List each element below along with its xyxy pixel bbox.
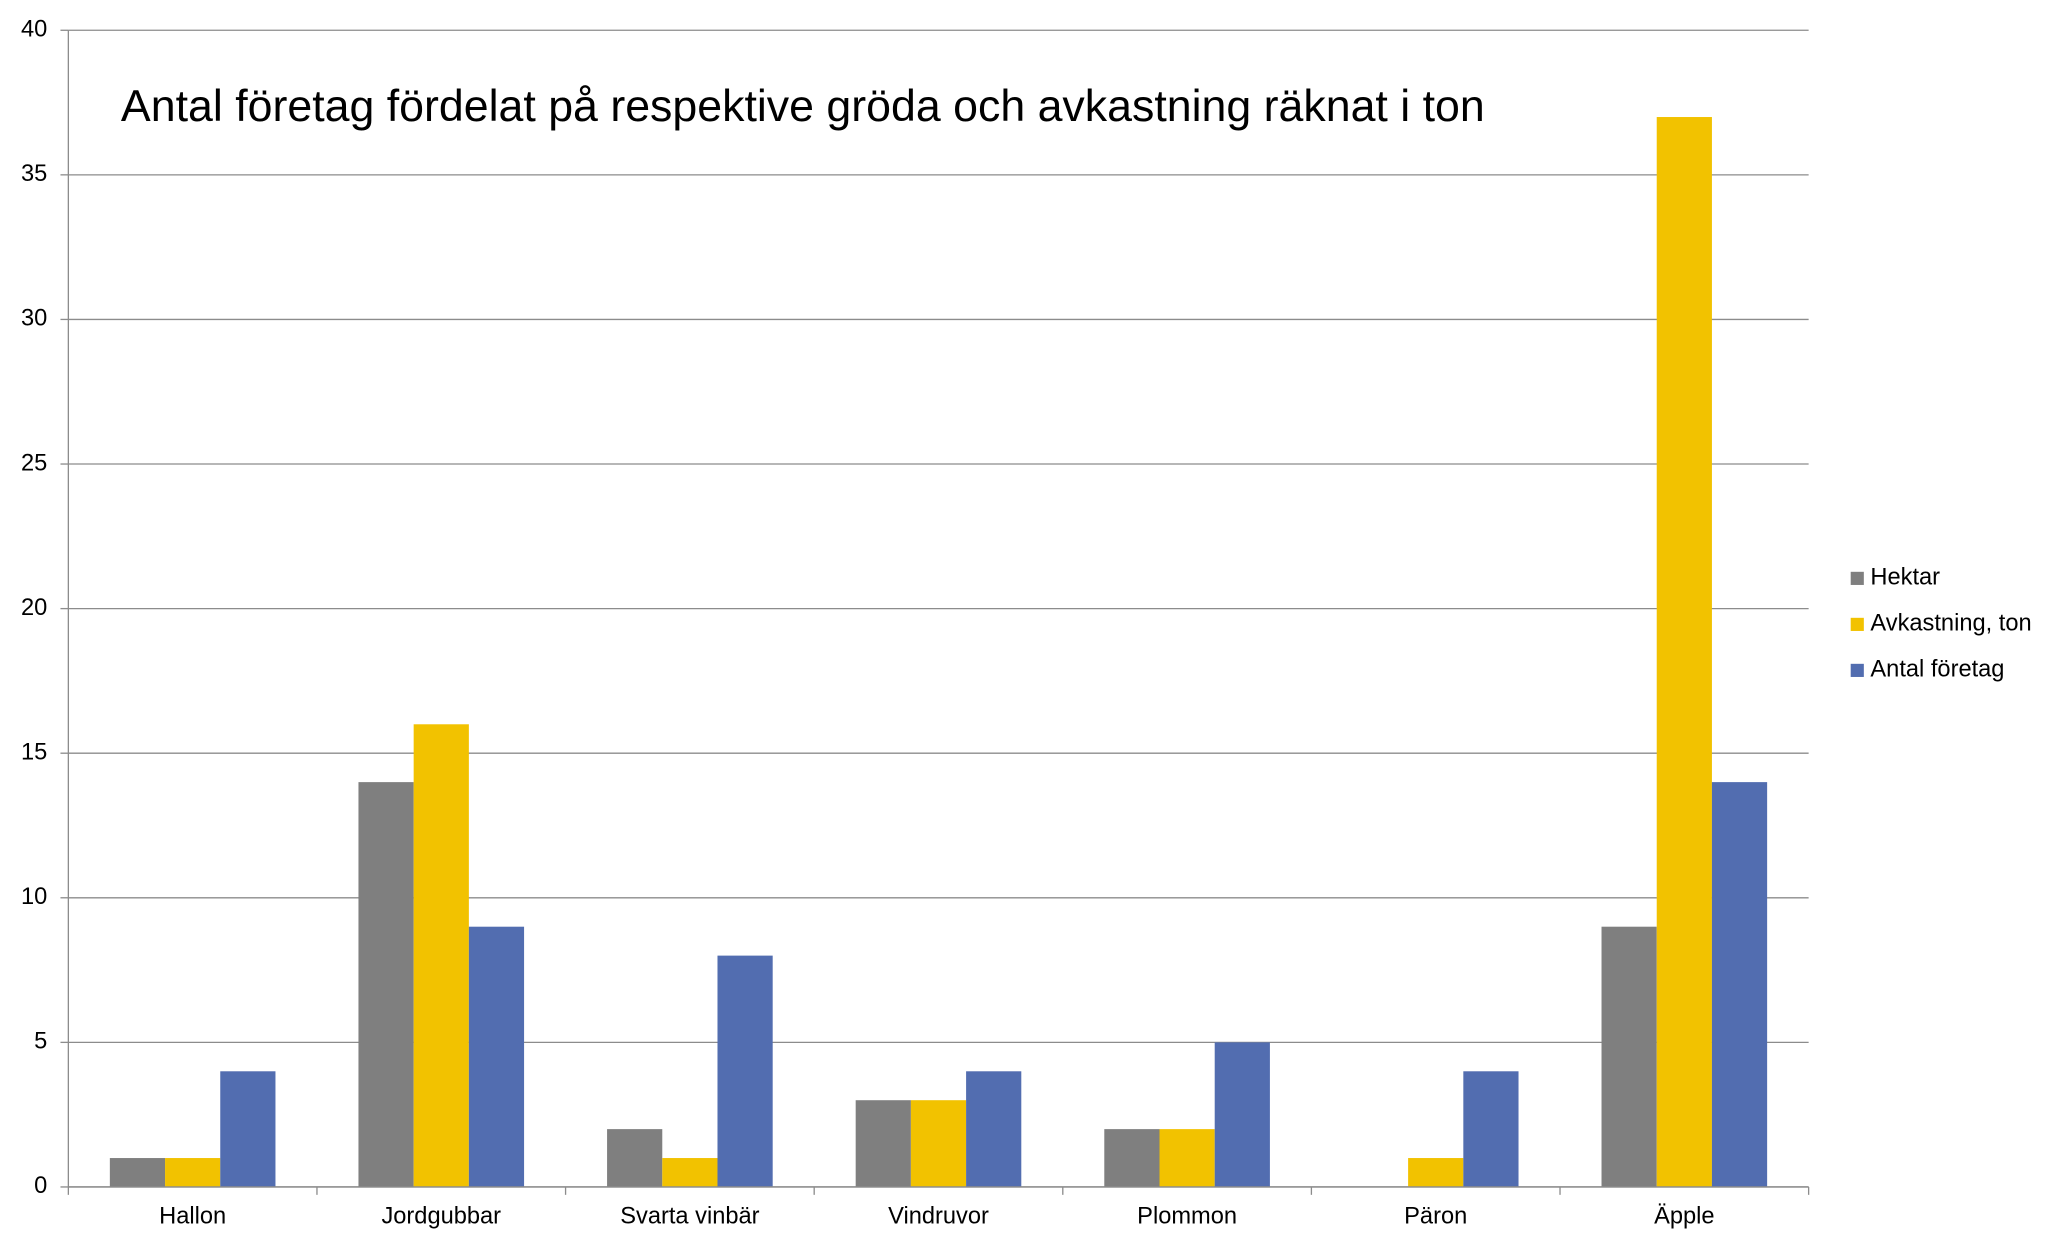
bar — [1463, 1071, 1519, 1187]
legend-swatch — [1850, 617, 1864, 631]
bar — [717, 955, 773, 1187]
bar — [910, 1100, 967, 1187]
x-tick-label: Svarta vinbär — [620, 1203, 759, 1229]
bar — [607, 1129, 663, 1187]
y-tick-label: 25 — [21, 450, 47, 476]
bar — [165, 1158, 221, 1187]
chart-title: Antal företag fördelat på respektive grö… — [121, 82, 1485, 131]
bar — [1656, 117, 1712, 1187]
x-tick-label: Hallon — [159, 1203, 226, 1229]
y-tick-label: 35 — [21, 161, 47, 187]
legend-label: Hektar — [1870, 565, 1940, 591]
bar — [1711, 782, 1768, 1187]
bar — [1159, 1129, 1215, 1187]
y-tick-label: 10 — [21, 884, 47, 910]
bar — [413, 724, 469, 1187]
bar — [468, 926, 525, 1187]
bar — [1601, 926, 1657, 1187]
y-tick-label: 0 — [34, 1173, 47, 1199]
bar — [358, 782, 414, 1187]
legend-label: Antal företag — [1870, 657, 2004, 683]
x-tick-label: Vindruvor — [888, 1203, 989, 1229]
y-tick-label: 5 — [34, 1029, 47, 1055]
bar — [1214, 1042, 1270, 1187]
x-tick-label: Plommon — [1137, 1203, 1237, 1229]
bar — [855, 1100, 911, 1187]
legend-label: Avkastning, ton — [1870, 611, 2031, 637]
y-tick-label: 30 — [21, 306, 47, 332]
x-tick-label: Äpple — [1654, 1202, 1714, 1229]
bar — [966, 1071, 1022, 1187]
bar — [220, 1071, 276, 1187]
legend-swatch — [1850, 571, 1864, 585]
x-tick-label: Jordgubbar — [381, 1203, 501, 1229]
y-tick-label: 15 — [21, 739, 47, 765]
bar — [1104, 1129, 1160, 1187]
bar — [1408, 1158, 1464, 1187]
legend-swatch — [1850, 663, 1864, 677]
y-tick-label: 40 — [21, 17, 47, 43]
y-tick-label: 20 — [21, 595, 47, 621]
x-tick-label: Päron — [1404, 1203, 1467, 1229]
bar — [662, 1158, 718, 1187]
bar — [109, 1158, 166, 1187]
